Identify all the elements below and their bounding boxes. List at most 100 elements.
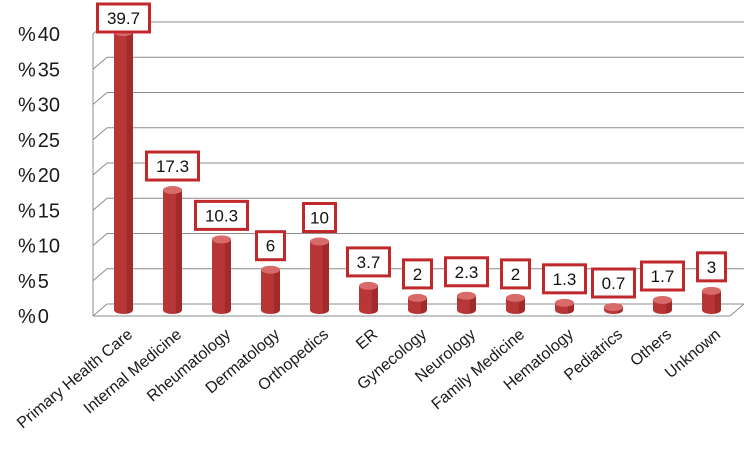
data-label-box — [96, 2, 151, 34]
bar — [408, 293, 427, 314]
y-tick-label: % 10 — [18, 236, 60, 258]
floor-edge — [729, 303, 745, 317]
gridline-diag — [92, 268, 108, 282]
gridline-diag — [92, 197, 108, 211]
y-tick-prefix: % — [18, 24, 36, 46]
data-label: 10.3 — [194, 199, 249, 231]
bar — [555, 298, 574, 314]
bar — [506, 293, 525, 314]
gridline-diag — [92, 233, 108, 246]
bar-shade — [273, 269, 280, 314]
data-label-box — [542, 263, 587, 295]
y-tick-label: % 35 — [18, 59, 60, 81]
bar-top — [408, 293, 427, 302]
y-tick-value: 5 — [38, 271, 49, 293]
data-label: 39.7 — [96, 2, 151, 34]
bar-top — [310, 237, 329, 246]
y-tick-prefix: % — [18, 95, 36, 117]
y-tick-value: 35 — [38, 59, 60, 81]
y-tick-label: % 15 — [18, 200, 60, 222]
gridline-diag — [92, 56, 108, 70]
y-tick-value: 0 — [38, 306, 49, 328]
bar — [457, 291, 476, 314]
bar-shade — [420, 297, 427, 314]
bar-top — [506, 293, 525, 302]
y-tick-label: % 5 — [18, 271, 49, 293]
y-tick-label: % 25 — [18, 130, 60, 152]
y-tick-prefix: % — [18, 200, 36, 222]
bar-shade — [714, 290, 721, 314]
data-label-box — [402, 258, 433, 290]
y-tick-prefix: % — [18, 59, 36, 81]
y-tick-label: % 40 — [18, 24, 60, 46]
bar-top — [163, 186, 182, 195]
gridline-diag — [92, 92, 108, 105]
data-label: 3 — [696, 251, 727, 283]
data-label-text: 0.7 — [602, 274, 626, 293]
data-label-text: 2 — [511, 265, 520, 284]
data-label-text: 2 — [413, 265, 422, 284]
bar-top — [359, 281, 378, 290]
bar-shade — [175, 190, 182, 314]
bar — [310, 237, 329, 314]
y-tick-value: 40 — [38, 24, 60, 46]
bar-shade — [126, 32, 133, 314]
data-label-box — [696, 251, 727, 283]
data-label-text: 10.3 — [205, 206, 238, 225]
bar-top — [653, 296, 672, 305]
y-tick-prefix: % — [18, 165, 36, 187]
data-label: 10 — [302, 202, 337, 233]
bar — [702, 286, 721, 314]
bar-top — [555, 298, 574, 307]
y-tick-value: 25 — [38, 130, 60, 152]
bar — [261, 265, 280, 314]
data-label: 3.7 — [346, 246, 391, 278]
y-tick-value: 15 — [38, 200, 60, 222]
data-label-box — [640, 260, 685, 292]
bar-top — [457, 291, 476, 300]
bar-top — [261, 265, 280, 274]
data-label: 2 — [500, 258, 531, 290]
data-label-text: 3 — [707, 258, 716, 277]
bar — [604, 303, 623, 314]
data-label: 17.3 — [145, 150, 200, 182]
bar — [359, 281, 378, 314]
data-label-box — [591, 267, 636, 299]
data-label: 1.3 — [542, 263, 587, 295]
data-label: 2.3 — [444, 256, 489, 288]
y-tick-value: 30 — [38, 95, 60, 117]
y-tick-prefix: % — [18, 306, 36, 328]
data-label: 1.7 — [640, 260, 685, 292]
bar-shade — [518, 297, 525, 314]
x-tick-label: ER — [353, 326, 381, 353]
data-label-box — [444, 256, 489, 288]
data-label: 6 — [255, 230, 286, 262]
data-label-text: 1.7 — [651, 267, 675, 286]
x-tick-label: Rheumatology — [144, 326, 234, 405]
data-label-text: 39.7 — [107, 9, 140, 28]
bar-shade — [371, 285, 378, 314]
bar-shade — [469, 295, 476, 314]
y-tick-value: 10 — [38, 236, 60, 258]
data-label-text: 6 — [266, 237, 275, 256]
data-label-box — [194, 199, 249, 231]
gridline-diag — [92, 127, 108, 141]
data-label: 0.7 — [591, 267, 636, 299]
y-tick-label: % 20 — [18, 165, 60, 187]
data-label-box — [255, 230, 286, 262]
y-tick-value: 20 — [38, 165, 60, 187]
data-label-text: 10 — [310, 209, 329, 228]
data-label-text: 17.3 — [156, 157, 189, 176]
bar-shade — [322, 241, 329, 314]
y-tick-label: % 0 — [18, 306, 49, 328]
bar-top — [702, 286, 721, 295]
data-label-text: 1.3 — [553, 270, 577, 289]
grid-layer — [92, 21, 745, 317]
bar-top — [604, 303, 623, 311]
data-label-text: 3.7 — [357, 253, 381, 272]
bar — [653, 296, 672, 314]
data-label-box — [302, 202, 337, 233]
data-label-box — [145, 150, 200, 182]
